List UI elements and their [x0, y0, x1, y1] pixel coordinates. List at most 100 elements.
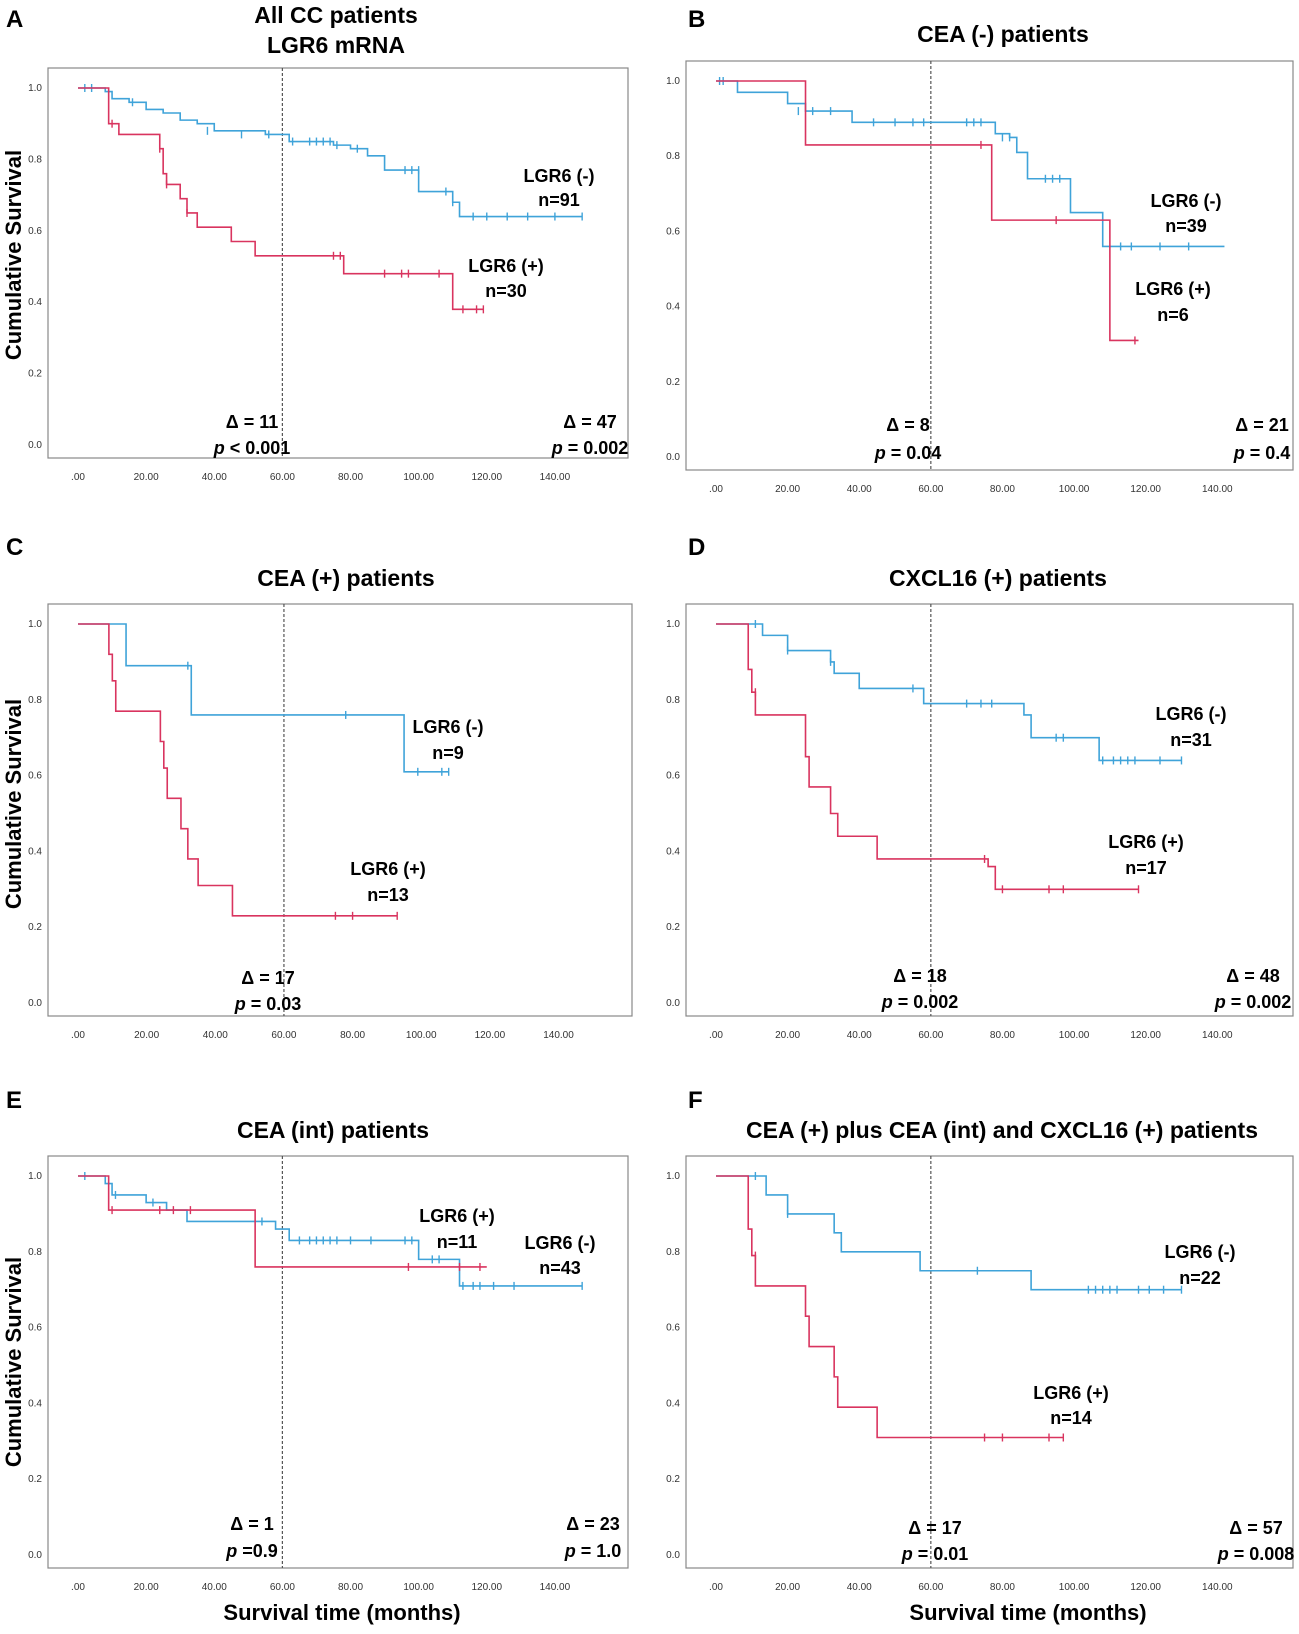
x-tick-label: 140.00	[1202, 1030, 1233, 1041]
panel-c: C CEA (+) patients Cumulative Survival 0…	[1, 534, 633, 1041]
x-tick-label: 60.00	[270, 472, 295, 483]
series-label-lgr6-pos: LGR6 (+) n=17	[1108, 832, 1184, 878]
series-n: n=13	[367, 885, 409, 905]
panel-title: CEA (int) patients	[237, 1117, 429, 1143]
plot-area: 0.0 0.2 0.4 0.6 0.8 1.0 .00 20.00 40.00 60.00 80.0…	[666, 1155, 1294, 1593]
x-tick-label: 80.00	[340, 1030, 365, 1041]
y-tick-label: 1.0	[28, 1171, 42, 1182]
y-tick-label: 0.2	[666, 922, 680, 933]
survival-curve-lgr6-neg	[78, 87, 583, 218]
delta-text: Δ = 8	[886, 415, 929, 435]
plot-frame	[685, 1155, 1294, 1569]
x-tick-label: 100.00	[406, 1030, 437, 1041]
series-name: LGR6 (+)	[419, 1206, 495, 1226]
panel-subtitle: LGR6 mRNA	[267, 32, 405, 58]
y-tick-label: 0.8	[666, 1247, 680, 1258]
y-tick-label: 0.4	[28, 846, 42, 857]
y-tick-label: 0.8	[28, 154, 42, 165]
x-tick-label: .00	[709, 484, 723, 495]
annotation-overall: Δ = 57 p = 0.008	[1217, 1518, 1295, 1564]
y-tick-label: 1.0	[666, 76, 680, 87]
y-tick-label: 1.0	[666, 619, 680, 630]
p-value-text: p = 0.04	[874, 443, 942, 463]
y-tick-label: 0.6	[28, 226, 42, 237]
y-tick-label: 0.4	[666, 302, 680, 313]
annotation-landmark: Δ = 17 p = 0.03	[234, 968, 302, 1014]
x-tick-label: 140.00	[543, 1030, 574, 1041]
y-tick-label: 0.8	[28, 695, 42, 706]
y-tick-label: 1.0	[28, 619, 42, 630]
survival-curve-lgr6-neg	[716, 80, 1225, 248]
panel-e: E CEA (int) patients Cumulative Survival…	[1, 1087, 629, 1625]
series-label-lgr6-neg: LGR6 (-) n=22	[1165, 1242, 1236, 1288]
survival-curve-lgr6-pos	[716, 623, 1139, 891]
delta-text: Δ = 1	[230, 1514, 273, 1534]
panel-title: CEA (-) patients	[917, 21, 1089, 47]
x-tick-label: 20.00	[775, 484, 800, 495]
y-tick-label: 0.6	[28, 1323, 42, 1334]
x-tick-label: 40.00	[847, 484, 872, 495]
x-tick-label: 40.00	[847, 1030, 872, 1041]
y-tick-label: 0.2	[28, 369, 42, 380]
survival-curve-lgr6-neg	[716, 1175, 1182, 1291]
panel-letter: F	[688, 1087, 703, 1114]
x-tick-label: 60.00	[918, 1030, 943, 1041]
series-n: n=14	[1050, 1408, 1092, 1428]
series-label-lgr6-neg: LGR6 (-) n=39	[1151, 191, 1222, 236]
survival-curve-lgr6-pos	[78, 87, 484, 311]
series-n: n=39	[1165, 216, 1207, 236]
series-n: n=30	[485, 281, 527, 301]
panel-letter: E	[6, 1087, 22, 1114]
series-name: LGR6 (+)	[468, 256, 544, 276]
survival-curve-lgr6-pos	[78, 623, 398, 917]
p-value-text: p = 1.0	[564, 1541, 622, 1561]
x-tick-label: 80.00	[990, 1030, 1015, 1041]
y-tick-label: 0.4	[28, 297, 42, 308]
y-tick-label: 0.6	[666, 1323, 680, 1334]
y-tick-label: 0.0	[28, 1550, 42, 1561]
annotation-overall: Δ = 21 p = 0.4	[1233, 415, 1291, 463]
x-tick-label: .00	[709, 1030, 723, 1041]
series-name: LGR6 (-)	[1165, 1242, 1236, 1262]
delta-text: Δ = 17	[908, 1518, 961, 1538]
p-value-text: p = 0.4	[1233, 443, 1291, 463]
panel-title: CEA (+) patients	[257, 565, 434, 591]
delta-text: Δ = 48	[1226, 966, 1279, 986]
x-tick-label: 20.00	[134, 472, 159, 483]
survival-curve-lgr6-neg	[78, 623, 449, 773]
series-label-lgr6-neg: LGR6 (-) n=43	[525, 1233, 596, 1278]
y-tick-label: 0.4	[28, 1398, 42, 1409]
y-tick-label: 0.6	[28, 771, 42, 782]
p-value-text: p = 0.002	[551, 438, 629, 458]
p-value-text: p = 0.008	[1217, 1544, 1295, 1564]
series-n: n=11	[437, 1232, 478, 1252]
x-tick-label: 120.00	[471, 472, 502, 483]
x-tick-label: 140.00	[1202, 1582, 1233, 1593]
series-n: n=9	[432, 743, 464, 763]
x-tick-label: 100.00	[403, 472, 434, 483]
delta-text: Δ = 57	[1229, 1518, 1282, 1538]
y-tick-label: 0.8	[666, 695, 680, 706]
y-axis-label: Cumulative Survival	[1, 699, 26, 909]
plot-area: 0.0 0.2 0.4 0.6 0.8 1.0 .00 20.00 40.00 60.00 80.0…	[28, 603, 633, 1041]
y-axis-label: Cumulative Survival	[1, 150, 26, 360]
panel-title: CEA (+) plus CEA (int) and CXCL16 (+) pa…	[746, 1117, 1258, 1143]
y-tick-label: 0.4	[666, 1398, 680, 1409]
x-tick-label: 120.00	[1130, 1030, 1161, 1041]
x-tick-label: 100.00	[1059, 1030, 1090, 1041]
panel-d: D CXCL16 (+) patients 0.0 0.2 0.4 0.6 0.8 1.0…	[666, 534, 1294, 1041]
x-tick-label: .00	[71, 1582, 85, 1593]
x-tick-label: 60.00	[918, 484, 943, 495]
panel-letter: B	[688, 6, 705, 33]
annotation-landmark: Δ = 18 p = 0.002	[881, 966, 959, 1012]
y-tick-label: 0.0	[666, 998, 680, 1009]
plot-frame	[685, 60, 1294, 471]
y-tick-label: 0.0	[28, 998, 42, 1009]
series-label-lgr6-pos: LGR6 (+) n=11	[419, 1206, 495, 1252]
delta-text: Δ = 21	[1235, 415, 1288, 435]
series-label-lgr6-pos: LGR6 (+) n=30	[468, 256, 544, 301]
plot-frame	[685, 603, 1294, 1017]
x-tick-label: 60.00	[918, 1582, 943, 1593]
x-tick-label: 120.00	[1130, 1582, 1161, 1593]
